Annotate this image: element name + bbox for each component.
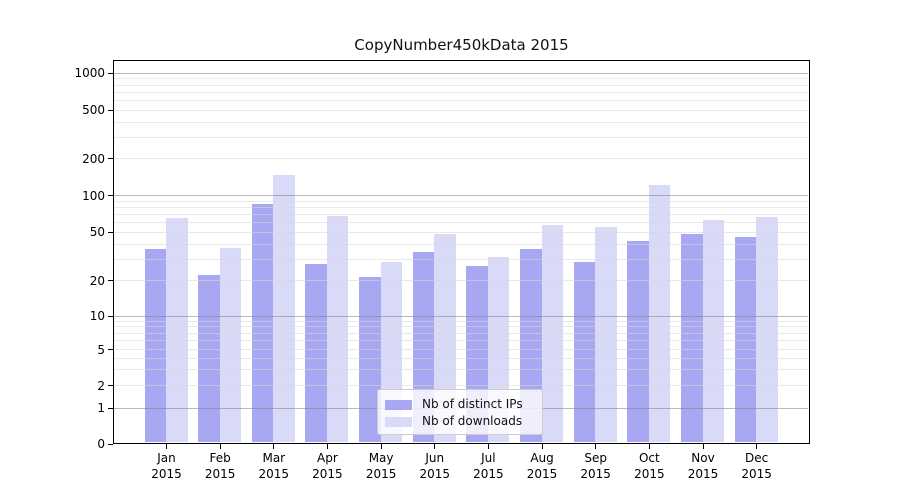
x-tick-mark <box>595 444 597 449</box>
y-tick-mark <box>108 349 113 351</box>
x-tick-mark <box>756 444 758 449</box>
y-tick-label: 10 <box>89 309 105 324</box>
y-tick-label: 20 <box>89 273 105 288</box>
gridline-major <box>114 72 808 74</box>
gridline-minor <box>114 258 808 260</box>
gridline-minor <box>114 320 808 322</box>
x-tick-mark <box>648 444 651 449</box>
x-tick-mark <box>702 444 704 449</box>
plot-area: Nb of distinct IPs Nb of downloads <box>113 60 810 444</box>
bar-distinct-ips <box>251 203 274 442</box>
y-tick-mark <box>108 407 113 409</box>
gridline-minor <box>114 100 808 102</box>
legend-item-downloads: Nb of downloads <box>385 413 542 430</box>
x-tick-mark <box>380 444 382 449</box>
y-tick-label: 200 <box>82 151 105 166</box>
y-tick-mark <box>108 195 113 197</box>
x-tick-label: Feb 2015 <box>204 451 236 481</box>
legend-label-downloads: Nb of downloads <box>422 414 523 428</box>
x-tick-label: Aug 2015 <box>526 451 558 481</box>
gridline-minor <box>114 280 808 281</box>
y-tick-label: 500 <box>82 103 105 118</box>
gridline-minor <box>114 200 808 202</box>
x-tick-label: Mar 2015 <box>258 451 290 481</box>
legend-item-distinct-ips: Nb of distinct IPs <box>385 396 542 413</box>
x-tick-label: Oct 2015 <box>634 451 665 481</box>
bar-downloads <box>219 247 242 442</box>
bar-distinct-ips <box>681 233 703 442</box>
x-tick-label: Jan 2015 <box>151 451 182 481</box>
gridline-minor <box>114 91 808 93</box>
gridline-minor <box>114 340 808 342</box>
y-tick-mark <box>108 315 113 317</box>
x-tick-mark <box>487 444 490 449</box>
gridline-minor <box>114 206 808 208</box>
gridline-minor <box>114 78 808 80</box>
bar-distinct-ips <box>573 262 596 442</box>
y-tick-mark <box>108 158 113 160</box>
gridlines-layer <box>114 61 809 443</box>
bar-distinct-ips <box>359 277 381 442</box>
y-tick-label: 0 <box>97 437 105 451</box>
x-tick-mark <box>166 444 168 449</box>
y-tick-mark <box>108 385 113 387</box>
gridline-minor <box>114 158 808 160</box>
bar-downloads <box>648 184 671 442</box>
y-tick-mark <box>108 443 113 445</box>
x-tick-mark <box>326 444 329 449</box>
y-tick-label: 2 <box>97 378 105 393</box>
legend-swatch-downloads <box>385 416 412 427</box>
y-tick-mark <box>108 280 113 282</box>
gridline-minor <box>114 84 808 86</box>
gridline-minor <box>114 385 808 386</box>
bar-distinct-ips <box>734 237 757 442</box>
y-tick-label: 1 <box>97 401 105 415</box>
bar-distinct-ips <box>144 249 166 442</box>
y-tick-label: 1000 <box>74 66 105 81</box>
y-tick-label: 5 <box>97 342 105 357</box>
legend-swatch-distinct-ips <box>385 399 412 410</box>
chart-title: CopyNumber450kData 2015 <box>354 36 569 54</box>
x-tick-label: Sep 2015 <box>580 451 611 481</box>
gridline-minor <box>114 357 808 359</box>
x-tick-label: Dec 2015 <box>741 451 772 481</box>
gridline-minor <box>114 243 808 245</box>
gridline-minor <box>114 349 808 350</box>
gridline-minor <box>114 121 808 123</box>
bar-downloads <box>273 175 295 442</box>
gridline-minor <box>114 332 808 334</box>
x-tick-label: May 2015 <box>365 451 397 481</box>
x-tick-mark <box>541 444 543 449</box>
gridline-major <box>114 195 808 197</box>
gridline-minor <box>114 109 808 111</box>
x-tick-label: Jun 2015 <box>419 451 451 481</box>
x-tick-mark <box>219 444 221 449</box>
x-tick-label: Jul 2015 <box>473 451 504 481</box>
x-tick-label: Nov 2015 <box>687 451 719 481</box>
bar-distinct-ips <box>305 264 327 442</box>
gridline-minor <box>114 214 808 216</box>
gridline-minor <box>114 222 808 224</box>
y-tick-mark <box>108 72 113 74</box>
x-tick-mark <box>434 444 436 449</box>
bar-downloads <box>702 220 724 442</box>
legend: Nb of distinct IPs Nb of downloads <box>377 389 543 435</box>
x-tick-label: Apr 2015 <box>312 451 343 481</box>
legend-label-distinct-ips: Nb of distinct IPs <box>422 397 523 411</box>
gridline-minor <box>114 369 808 371</box>
y-tick-label: 100 <box>82 188 105 203</box>
bar-distinct-ips <box>627 240 649 442</box>
y-tick-mark <box>108 109 113 111</box>
x-tick-mark <box>273 444 275 449</box>
gridline-minor <box>114 326 808 328</box>
gridline-major <box>114 315 808 317</box>
y-tick-label: 50 <box>89 225 105 240</box>
gridline-minor <box>114 231 808 233</box>
gridline-minor <box>114 136 808 138</box>
y-tick-mark <box>108 231 113 233</box>
